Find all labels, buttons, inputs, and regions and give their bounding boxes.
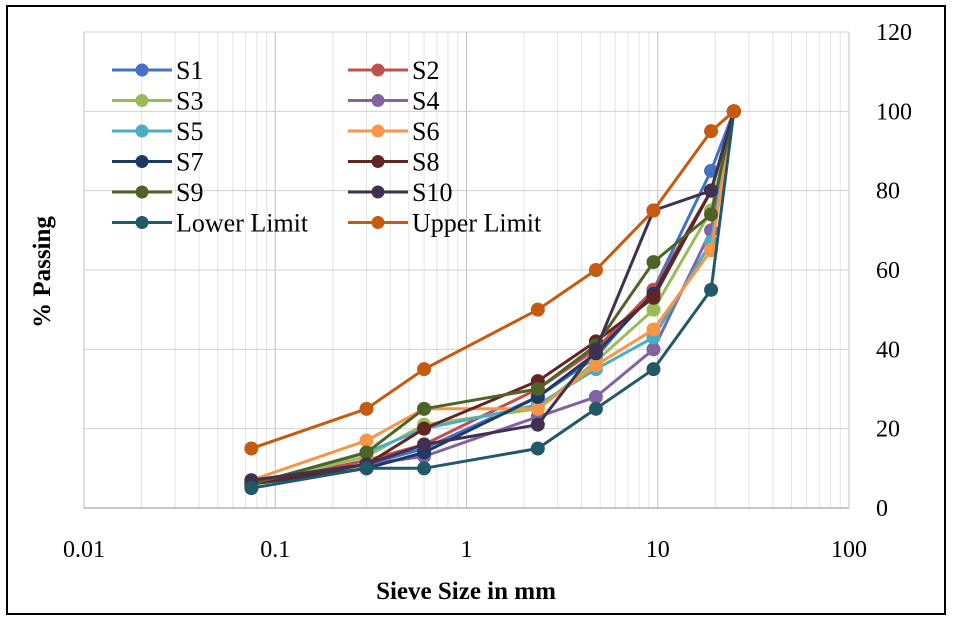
y-tick-label: 40	[876, 337, 900, 363]
series-line	[251, 110, 736, 486]
x-tick-label: 0.1	[260, 537, 290, 563]
series-layer	[244, 104, 741, 496]
legend-marker	[371, 185, 385, 199]
data-point	[359, 401, 374, 416]
legend-label: Upper Limit	[412, 209, 542, 238]
y-tick-label: 80	[876, 179, 900, 205]
legend-item: S6	[348, 117, 439, 146]
legend-label: S1	[176, 56, 203, 85]
series-line	[251, 111, 736, 490]
series-upper-limit	[244, 104, 741, 456]
data-point	[646, 342, 661, 357]
grid	[83, 31, 850, 509]
data-point	[359, 433, 374, 448]
legend-item: S9	[112, 178, 203, 207]
data-point	[530, 417, 545, 432]
data-point	[530, 382, 545, 396]
legend-marker	[371, 63, 385, 77]
data-point	[530, 302, 545, 317]
legend-item: S4	[348, 87, 439, 116]
legend-marker	[135, 185, 149, 199]
series-line	[251, 110, 736, 482]
data-point	[244, 441, 259, 456]
y-tick-label: 120	[876, 20, 912, 46]
data-point	[244, 481, 259, 496]
y-tick-label: 100	[876, 99, 912, 125]
data-point	[646, 290, 661, 305]
data-point	[588, 401, 603, 416]
data-point	[417, 437, 432, 452]
data-point	[646, 362, 661, 377]
y-tick-label: 20	[876, 417, 900, 443]
series-lower-limit	[244, 104, 741, 496]
data-point	[704, 207, 719, 222]
x-tick-label: 1	[461, 537, 473, 563]
data-point	[646, 322, 661, 337]
data-point	[359, 445, 374, 460]
legend-item: S5	[112, 117, 203, 146]
legend: S1 S2 S3 S4 S5 S6 S7 S8 S9 S10 Lower Limit Upper Li…	[112, 56, 542, 238]
data-point	[417, 362, 432, 377]
legend-item: S1	[112, 56, 203, 85]
data-point	[530, 401, 545, 416]
legend-label: S6	[412, 117, 439, 146]
legend-label: S8	[412, 148, 439, 177]
data-point	[704, 124, 719, 139]
series-line	[251, 110, 736, 486]
series-s6	[244, 104, 741, 488]
legend-label: S4	[412, 87, 439, 116]
chart-frame	[6, 5, 946, 615]
data-point	[704, 282, 719, 297]
legend-label: S5	[176, 117, 203, 146]
data-point	[704, 183, 719, 198]
data-point	[726, 104, 741, 119]
legend-label: S2	[412, 56, 439, 85]
x-tick-label: 0.01	[63, 537, 105, 563]
data-point	[530, 441, 545, 456]
legend-item: Lower Limit	[112, 209, 309, 238]
legend-marker	[135, 216, 149, 229]
series-line	[250, 110, 735, 450]
x-tick-label: 100	[831, 537, 867, 563]
x-axis-title: Sieve Size in mm	[376, 578, 556, 605]
x-tick-label: 10	[646, 537, 670, 563]
y-tick-label: 0	[876, 496, 888, 522]
legend-item: S7	[112, 148, 203, 177]
legend-marker	[135, 155, 149, 168]
legend-marker	[371, 216, 385, 229]
legend-marker	[135, 94, 149, 107]
legend-label: S3	[176, 87, 203, 116]
y-axis-title: % Passing	[29, 216, 56, 328]
data-point	[646, 255, 661, 270]
legend-item: Upper Limit	[348, 209, 542, 238]
data-point	[588, 342, 603, 357]
legend-item: S8	[348, 148, 439, 177]
data-point	[417, 401, 432, 416]
data-point	[417, 461, 432, 476]
legend-item: S3	[112, 87, 203, 116]
series-line	[251, 111, 736, 486]
tick-labels: 0.01 0.1 1 10 100 0 20 40 60 80 100 120	[63, 20, 912, 563]
legend-marker	[135, 63, 149, 77]
legend-label: S9	[176, 178, 203, 207]
data-point	[417, 421, 432, 436]
data-point	[359, 461, 374, 476]
data-point	[646, 302, 661, 317]
legend-label: S7	[176, 148, 203, 177]
legend-marker	[135, 124, 149, 138]
data-point	[588, 263, 603, 277]
legend-marker	[371, 124, 385, 138]
legend-label: Lower Limit	[176, 209, 309, 238]
legend-label: S10	[412, 178, 452, 207]
y-tick-label: 60	[876, 258, 900, 284]
data-point	[588, 389, 603, 404]
data-point	[588, 358, 603, 373]
legend-marker	[371, 155, 385, 168]
legend-item: S10	[348, 178, 452, 207]
series-s10	[244, 104, 741, 488]
data-point	[646, 203, 661, 218]
legend-marker	[371, 94, 385, 107]
legend-item: S2	[348, 56, 439, 85]
